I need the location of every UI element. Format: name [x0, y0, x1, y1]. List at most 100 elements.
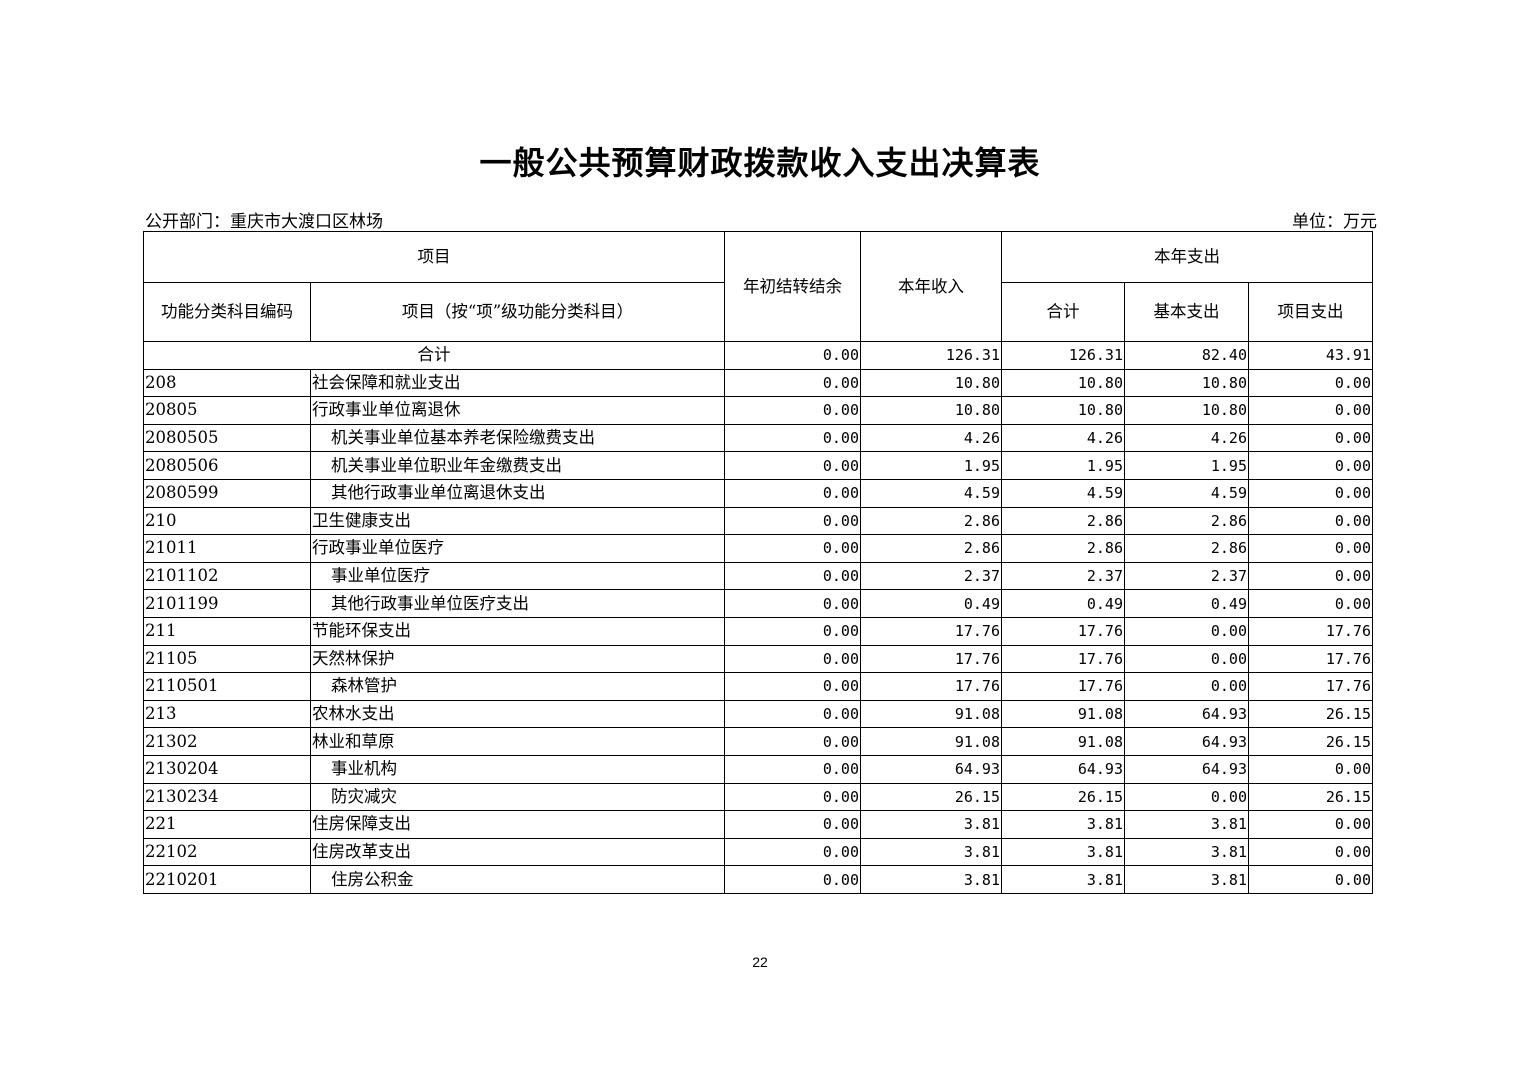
- cell-value: 0.00: [724, 396, 861, 425]
- cell-value: 0.00: [724, 561, 861, 591]
- cell-value: 2.86: [860, 506, 1002, 536]
- cell-value: 2.86: [1001, 506, 1125, 536]
- cell-value: 3.81: [860, 865, 1002, 894]
- cell-value: 1.95: [1124, 451, 1249, 480]
- cell-value: 64.93: [1001, 754, 1125, 784]
- cell-name: 行政事业单位医疗: [310, 534, 725, 563]
- cell-value: 0.00: [724, 451, 861, 480]
- cell-name: 事业机构: [310, 754, 725, 784]
- cell-value: 0.00: [724, 672, 861, 701]
- cell-value: 17.76: [1248, 616, 1373, 646]
- header-carryover: 年初结转结余: [724, 231, 861, 342]
- table-row: 2130234 防灾减灾 0.00 26.15 26.15 0.00 26.15: [143, 782, 1373, 812]
- table-row: 213 农林水支出 0.00 91.08 91.08 64.93 26.15: [143, 699, 1373, 729]
- cell-value: 3.81: [860, 810, 1002, 839]
- cell-value: 0.49: [1001, 589, 1125, 618]
- cell-code: 211: [143, 616, 311, 646]
- cell-value: 17.76: [1001, 644, 1125, 674]
- cell-name: 其他行政事业单位离退休支出: [310, 478, 725, 508]
- cell-code: 21302: [143, 727, 311, 756]
- cell-value: 0.00: [1248, 396, 1373, 425]
- cell-code: 22102: [143, 837, 311, 867]
- cell-value: 43.91: [1248, 341, 1373, 370]
- cell-value: 0.00: [1248, 561, 1373, 591]
- table-row: 21302 林业和草原 0.00 91.08 91.08 64.93 26.15: [143, 727, 1373, 756]
- cell-code: 20805: [143, 396, 311, 425]
- cell-value: 0.00: [724, 727, 861, 756]
- cell-value: 1.95: [1001, 451, 1125, 480]
- header-code: 功能分类科目编码: [143, 282, 311, 342]
- budget-table: 项目 年初结转结余 本年收入 本年支出 功能分类科目编码 项目（按“项”级功能分…: [143, 231, 1373, 894]
- cell-value: 0.00: [724, 478, 861, 508]
- cell-value: 126.31: [1001, 341, 1125, 370]
- cell-name: 节能环保支出: [310, 616, 725, 646]
- table-row: 22102 住房改革支出 0.00 3.81 3.81 3.81 0.00: [143, 837, 1373, 867]
- cell-value: 0.00: [1124, 616, 1249, 646]
- cell-value: 126.31: [860, 341, 1002, 370]
- header-item: 项目: [143, 231, 725, 283]
- cell-value: 26.15: [1001, 782, 1125, 812]
- cell-value: 0.00: [724, 616, 861, 646]
- cell-code: 213: [143, 699, 311, 729]
- table-row: 2210201 住房公积金 0.00 3.81 3.81 3.81 0.00: [143, 865, 1373, 894]
- cell-value: 0.00: [724, 754, 861, 784]
- table-row: 20805 行政事业单位离退休 0.00 10.80 10.80 10.80 0.00: [143, 396, 1373, 425]
- department-label: 公开部门：重庆市大渡口区林场: [145, 212, 383, 232]
- cell-value: 64.93: [1124, 754, 1249, 784]
- cell-value: 0.00: [1248, 865, 1373, 894]
- cell-value: 10.80: [1124, 368, 1249, 398]
- cell-value: 0.00: [724, 699, 861, 729]
- table-row: 2101102 事业单位医疗 0.00 2.37 2.37 2.37 0.00: [143, 561, 1373, 591]
- table-row: 211 节能环保支出 0.00 17.76 17.76 0.00 17.76: [143, 616, 1373, 646]
- cell-value: 0.00: [1124, 644, 1249, 674]
- cell-code: 2130204: [143, 754, 311, 784]
- cell-code: 2080506: [143, 451, 311, 480]
- table-row: 2080506 机关事业单位职业年金缴费支出 0.00 1.95 1.95 1.95 0.0…: [143, 451, 1373, 480]
- cell-value: 4.26: [1124, 423, 1249, 453]
- cell-value: 2.86: [1001, 534, 1125, 563]
- table-row: 2110501 森林管护 0.00 17.76 17.76 0.00 17.76: [143, 672, 1373, 701]
- table-row: 21011 行政事业单位医疗 0.00 2.86 2.86 2.86 0.00: [143, 534, 1373, 563]
- header-item-name: 项目（按“项”级功能分类科目）: [310, 282, 725, 342]
- cell-value: 0.00: [1248, 423, 1373, 453]
- cell-code: 2110501: [143, 672, 311, 701]
- cell-value: 0.00: [724, 865, 861, 894]
- cell-value: 1.95: [860, 451, 1002, 480]
- cell-name: 森林管护: [310, 672, 725, 701]
- header-expense: 本年支出: [1001, 231, 1373, 283]
- table-row: 208 社会保障和就业支出 0.00 10.80 10.80 10.80 0.00: [143, 368, 1373, 398]
- cell-value: 0.00: [1248, 451, 1373, 480]
- cell-value: 0.49: [1124, 589, 1249, 618]
- header-total: 合计: [1001, 282, 1125, 342]
- cell-name: 机关事业单位职业年金缴费支出: [310, 451, 725, 480]
- cell-value: 10.80: [860, 368, 1002, 398]
- cell-value: 17.76: [860, 672, 1002, 701]
- cell-value: 4.59: [1124, 478, 1249, 508]
- table-row: 2080505 机关事业单位基本养老保险缴费支出 0.00 4.26 4.26 4.26 0…: [143, 423, 1373, 453]
- cell-value: 0.00: [1248, 837, 1373, 867]
- cell-value: 64.93: [1124, 699, 1249, 729]
- cell-value: 4.59: [1001, 478, 1125, 508]
- cell-code: 2101199: [143, 589, 311, 618]
- cell-name: 农林水支出: [310, 699, 725, 729]
- cell-name: 防灾减灾: [310, 782, 725, 812]
- cell-name: 住房改革支出: [310, 837, 725, 867]
- cell-value: 0.00: [1248, 810, 1373, 839]
- header-project: 项目支出: [1248, 282, 1373, 342]
- cell-name: 行政事业单位离退休: [310, 396, 725, 425]
- cell-value: 17.76: [1248, 644, 1373, 674]
- cell-name: 事业单位医疗: [310, 561, 725, 591]
- cell-value: 0.00: [1248, 534, 1373, 563]
- header-income: 本年收入: [860, 231, 1002, 342]
- cell-value: 3.81: [860, 837, 1002, 867]
- table-row: 2101199 其他行政事业单位医疗支出 0.00 0.49 0.49 0.49 0.00: [143, 589, 1373, 618]
- cell-value: 2.86: [1124, 506, 1249, 536]
- cell-code: 2101102: [143, 561, 311, 591]
- cell-value: 0.00: [724, 341, 861, 370]
- cell-value: 0.00: [1248, 754, 1373, 784]
- cell-value: 0.00: [1248, 589, 1373, 618]
- cell-value: 0.00: [1248, 478, 1373, 508]
- cell-value: 26.15: [1248, 727, 1373, 756]
- cell-value: 0.00: [724, 810, 861, 839]
